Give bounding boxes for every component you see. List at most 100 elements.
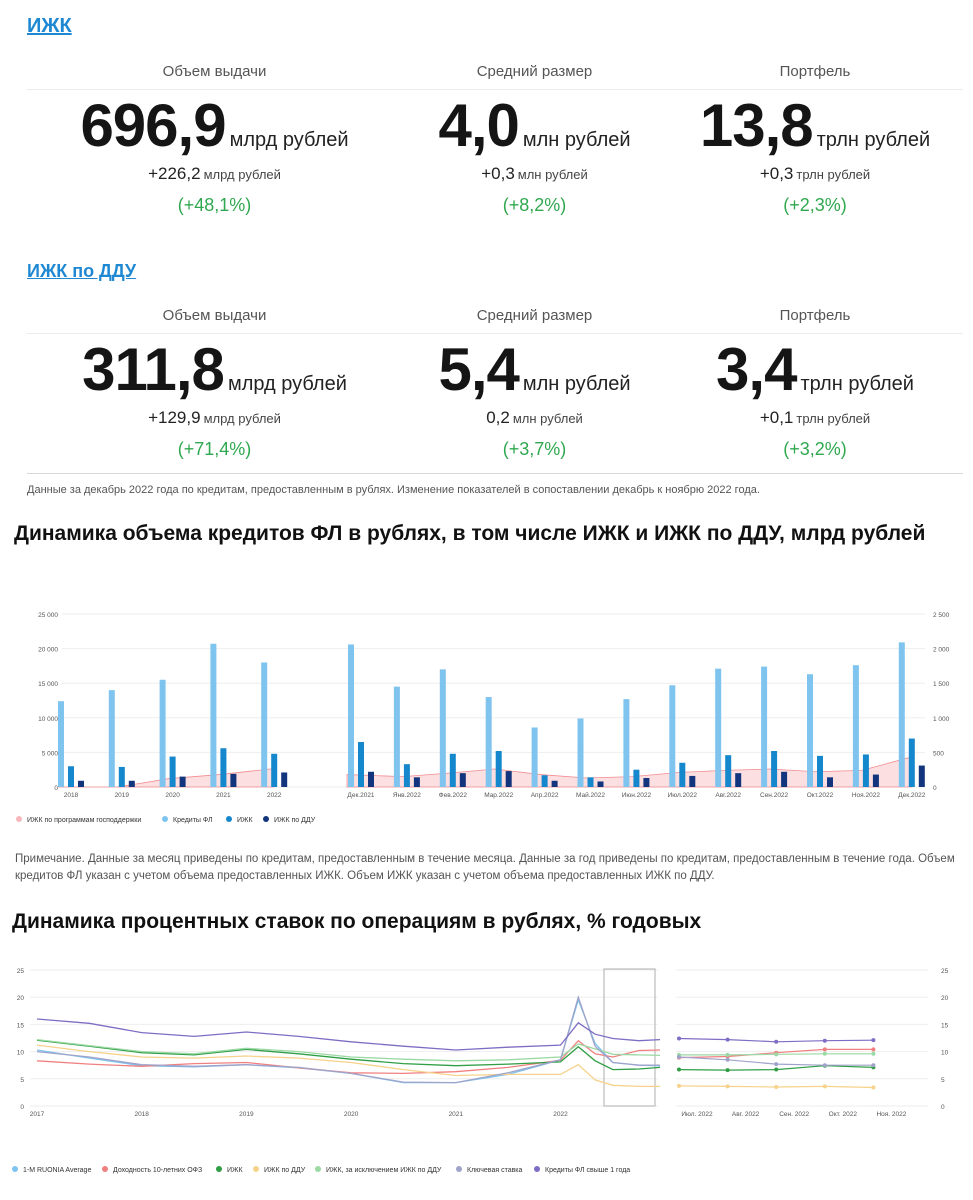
y-left-tick: 0 [20, 1104, 24, 1111]
line-point [774, 1067, 779, 1072]
metric-label: Средний размер [476, 63, 593, 80]
bar-izhk [817, 755, 823, 787]
x-tick-label: Ноя. 2022 [876, 1111, 906, 1118]
metric-value-row: 5,4 млн рублей [402, 335, 667, 404]
bar-izhk-ddu [179, 776, 186, 787]
legend-marker [253, 1166, 259, 1172]
metric-unit: трлн рублей [800, 373, 914, 395]
y-right-tick: 0 [933, 785, 937, 792]
bar-izhk-ddu [643, 778, 650, 787]
metric-pct: (+71,4%) [177, 439, 252, 459]
x-tick-label: Авг. 2022 [732, 1111, 760, 1118]
line-point [677, 1036, 681, 1041]
x-tick-label: Май.2022 [576, 791, 605, 799]
line-series [36, 995, 660, 1084]
legend-marker [534, 1166, 540, 1172]
line-point [871, 1038, 876, 1043]
section-link-ddu[interactable]: ИЖК по ДДУ [27, 261, 137, 281]
x-tick-label: Сен.2022 [760, 792, 789, 799]
line-point [822, 1047, 827, 1052]
metric-0: Объем выдачи 311,8 млрд рублей +129,9 млрд р… [27, 307, 402, 482]
line-series [36, 1044, 660, 1088]
section-link-izhk[interactable]: ИЖК [27, 15, 72, 37]
bar-izhk [358, 742, 364, 787]
y-left-tick: 15 000 [38, 681, 58, 688]
bar-krediti-fl [108, 690, 115, 787]
bar-krediti-fl [807, 674, 813, 787]
bar-krediti-fl [531, 727, 538, 787]
metric-delta-unit: трлн рублей [796, 411, 871, 426]
bar-izhk [403, 764, 410, 787]
metric-delta: +0,3 [759, 164, 794, 183]
metric-value: 3,4 [716, 336, 797, 403]
bar-izhk [541, 775, 548, 787]
legend-marker [456, 1166, 462, 1172]
legend-item: ИЖК по ДДУ [264, 1167, 306, 1174]
bar-krediti-fl [261, 662, 268, 787]
line-point [774, 1084, 779, 1089]
legend-item: 1-M RUONIA Average [23, 1167, 91, 1174]
legend-marker [263, 816, 269, 822]
line-point [822, 1063, 827, 1068]
x-tick-label: Янв.2022 [393, 792, 421, 799]
metric-value: 5,4 [438, 336, 519, 403]
bar-izhk [908, 738, 915, 787]
line-point [774, 1039, 779, 1044]
line-point [822, 1051, 827, 1056]
legend-marker [16, 816, 22, 822]
bar-izhk [220, 748, 227, 787]
x-tick-label: 2019 [115, 792, 130, 799]
bar-izhk-ddu [781, 771, 788, 787]
y-right-tick: 2 000 [933, 647, 950, 654]
divider [27, 473, 963, 474]
x-tick-label: Июн.2022 [622, 792, 652, 799]
metric-pct: (+8,2%) [502, 195, 567, 215]
x-tick-label: 2018 [134, 1111, 149, 1118]
y-right-tick: 5 [941, 1077, 945, 1084]
metric-delta: +129,9 [148, 408, 201, 427]
metric-label: Портфель [779, 63, 851, 80]
line-point [871, 1051, 876, 1056]
y-left-tick: 5 000 [42, 750, 59, 757]
bar-krediti-fl [348, 644, 354, 787]
bar-krediti-fl [439, 669, 446, 787]
metric-2: Портфель 3,4 трлн рублей +0,1 трлн рублей (+3… [667, 307, 963, 482]
y-left-tick: 25 000 [38, 612, 58, 619]
metric-delta-row: 0,2 млн рублей [402, 408, 667, 428]
metric-unit: млрд рублей [229, 129, 349, 151]
metric-rule-ddu [27, 333, 963, 334]
bar-izhk-ddu [551, 780, 558, 787]
legend-marker [12, 1166, 18, 1172]
metric-0: Объем выдачи 696,9 млрд рублей +226,2 млрд р… [27, 63, 402, 238]
legend-item: ИЖК, за исключением ИЖК по ДДУ [326, 1167, 442, 1174]
x-tick-label: Дек.2021 [347, 792, 375, 799]
y-right-tick: 500 [933, 750, 944, 757]
metric-1: Средний размер 5,4 млн рублей 0,2 млн рублей… [402, 307, 667, 482]
data-note: Данные за декабрь 2022 года по кредитам,… [27, 484, 760, 496]
y-left-tick: 20 000 [38, 647, 58, 654]
bar-izhk [771, 751, 778, 787]
chart1-heading: Динамика объема кредитов ФЛ в рублях, в … [14, 522, 926, 545]
metric-value: 311,8 [82, 336, 225, 403]
line-point [725, 1037, 730, 1042]
x-tick-label: Авг.2022 [715, 792, 741, 799]
y-left-tick: 10 000 [38, 716, 58, 723]
bar-krediti-fl [577, 718, 584, 787]
line-point [725, 1057, 730, 1062]
line-point [871, 1047, 876, 1052]
line-series [36, 1038, 661, 1062]
metric-unit: млн рублей [522, 373, 631, 395]
y-right-tick: 1 000 [933, 716, 950, 723]
metric-value-row: 311,8 млрд рублей [27, 335, 402, 404]
metric-delta-unit: млрд рублей [203, 167, 281, 182]
line-series [36, 1039, 661, 1071]
metric-1: Средний размер 4,0 млн рублей +0,3 млн рубле… [402, 63, 667, 238]
line-series [36, 1018, 661, 1051]
line-point [774, 1052, 779, 1057]
bar-izhk [679, 762, 686, 787]
metric-delta-unit: млн рублей [512, 411, 583, 426]
metric-value-row: 696,9 млрд рублей [27, 91, 402, 160]
bar-izhk-ddu [78, 780, 84, 787]
metric-pct: (+2,3%) [783, 195, 847, 215]
bar-izhk [587, 777, 594, 787]
